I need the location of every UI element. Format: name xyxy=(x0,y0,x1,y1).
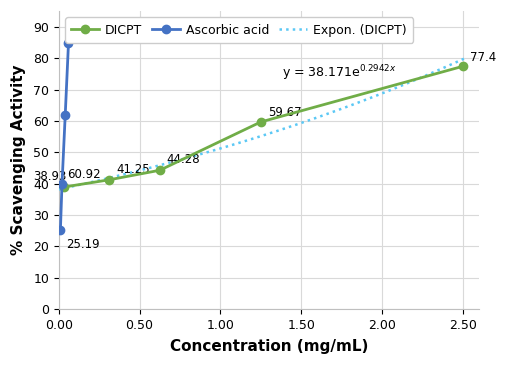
Line: DICPT: DICPT xyxy=(59,62,467,191)
Text: y = 38.171e$^{0.2942x}$: y = 38.171e$^{0.2942x}$ xyxy=(282,63,396,83)
Text: 59.67: 59.67 xyxy=(268,107,301,119)
Text: 38.93: 38.93 xyxy=(33,170,67,183)
Ascorbic acid xyxy=(66,41,72,46)
Line: Ascorbic acid: Ascorbic acid xyxy=(56,39,73,234)
Text: 84.73: 84.73 xyxy=(74,28,108,41)
Expon. (DICPT) xyxy=(350,103,356,107)
Ascorbic acid xyxy=(57,228,64,233)
Expon. (DICPT) xyxy=(463,55,469,60)
Line: Expon. (DICPT): Expon. (DICPT) xyxy=(59,58,466,189)
DICPT xyxy=(106,178,112,182)
DICPT xyxy=(258,120,264,124)
X-axis label: Concentration (mg/mL): Concentration (mg/mL) xyxy=(170,339,368,354)
Ascorbic acid xyxy=(62,112,68,117)
DICPT xyxy=(156,168,163,172)
DICPT xyxy=(460,64,466,69)
Ascorbic acid xyxy=(59,181,65,186)
Expon. (DICPT) xyxy=(217,146,223,151)
Expon. (DICPT) xyxy=(188,154,195,159)
Y-axis label: % Scavenging Activity: % Scavenging Activity xyxy=(11,65,26,256)
DICPT xyxy=(61,185,67,189)
Legend: DICPT, Ascorbic acid, Expon. (DICPT): DICPT, Ascorbic acid, Expon. (DICPT) xyxy=(65,18,413,43)
Expon. (DICPT) xyxy=(312,116,318,120)
Text: 44.28: 44.28 xyxy=(167,153,200,166)
Text: 77.4: 77.4 xyxy=(469,51,496,64)
Expon. (DICPT) xyxy=(56,187,62,192)
Text: 41.25: 41.25 xyxy=(116,163,150,176)
Expon. (DICPT) xyxy=(105,176,111,180)
Text: 25.19: 25.19 xyxy=(66,238,100,251)
Expon. (DICPT) xyxy=(352,102,358,106)
Text: 60.92: 60.92 xyxy=(68,168,101,181)
